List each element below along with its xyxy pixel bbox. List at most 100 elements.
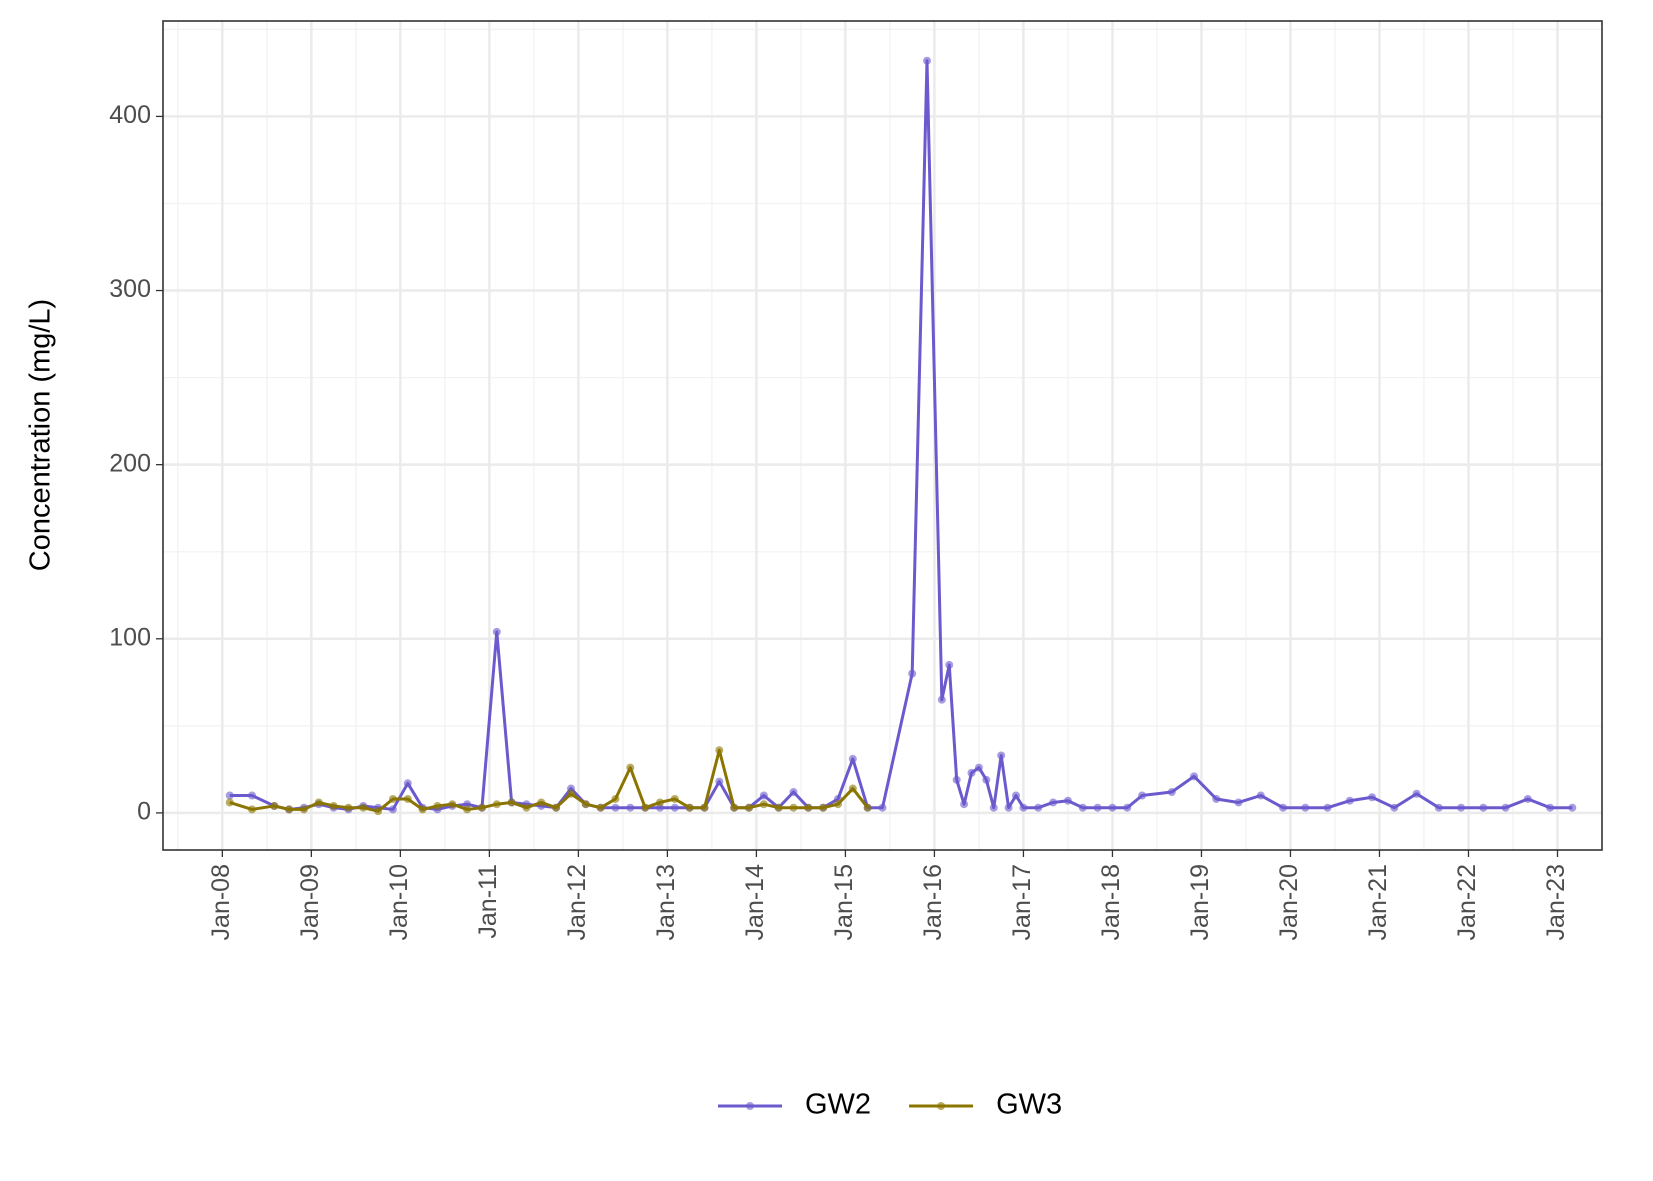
y-axis-title: Concentration (mg/L) [25, 299, 57, 571]
data-point [789, 803, 798, 812]
data-point [299, 805, 308, 814]
data-point [344, 803, 353, 812]
data-point [1390, 803, 1399, 812]
data-point [1256, 791, 1265, 800]
data-point [626, 803, 635, 812]
data-point [248, 791, 257, 800]
data-point [774, 803, 783, 812]
data-point [960, 800, 969, 809]
data-point [492, 627, 501, 636]
legend-swatch-point [746, 1102, 754, 1110]
y-tick-label: 300 [109, 275, 151, 303]
data-point [967, 768, 976, 777]
data-point [989, 803, 998, 812]
data-point [1012, 791, 1021, 800]
data-point [581, 800, 590, 809]
data-point [626, 763, 635, 772]
data-point [522, 803, 531, 812]
data-point [848, 754, 857, 763]
data-point [1434, 803, 1443, 812]
x-tick-label: Jan-19 [1186, 864, 1214, 940]
data-point [225, 791, 234, 800]
data-point [670, 803, 679, 812]
data-point [1034, 803, 1043, 812]
data-point [744, 803, 753, 812]
data-point [611, 803, 620, 812]
data-point [552, 803, 561, 812]
data-point [388, 794, 397, 803]
data-point [1457, 803, 1466, 812]
data-point [908, 669, 917, 678]
data-point [1212, 794, 1221, 803]
grid [163, 21, 1602, 850]
data-point [1479, 803, 1488, 812]
data-point [1546, 803, 1555, 812]
data-point [1323, 803, 1332, 812]
data-point [596, 803, 605, 812]
data-point [982, 775, 991, 784]
data-point [655, 798, 664, 807]
data-point [1501, 803, 1510, 812]
data-point [388, 805, 397, 814]
x-tick-label: Jan-20 [1275, 864, 1303, 940]
x-tick-label: Jan-15 [830, 864, 858, 940]
data-point [1049, 798, 1058, 807]
data-point [1078, 803, 1087, 812]
x-tick-label: Jan-23 [1542, 864, 1570, 940]
data-point [1190, 772, 1199, 781]
x-tick-label: Jan-13 [652, 864, 680, 940]
data-point [1568, 803, 1577, 812]
data-point [403, 794, 412, 803]
data-point [759, 800, 768, 809]
y-tick-label: 400 [109, 101, 151, 129]
data-point [937, 695, 946, 704]
data-point [403, 779, 412, 788]
x-tick-label: Jan-08 [207, 864, 235, 940]
x-tick-label: Jan-09 [296, 864, 324, 940]
data-point [537, 798, 546, 807]
data-point [1523, 794, 1532, 803]
legend-swatch-point [937, 1102, 946, 1110]
data-point [997, 751, 1006, 760]
data-point [248, 805, 257, 814]
y-tick-label: 100 [109, 623, 151, 651]
data-point [463, 805, 472, 814]
data-point [507, 798, 516, 807]
data-point [715, 746, 724, 755]
data-point [1412, 789, 1421, 798]
x-tick-label: Jan-14 [741, 864, 769, 941]
data-point [1093, 803, 1102, 812]
data-point [945, 660, 954, 669]
data-point [314, 798, 323, 807]
data-point [700, 803, 709, 812]
data-point [270, 801, 279, 810]
data-point [863, 803, 872, 812]
x-tick-label: Jan-16 [919, 864, 947, 940]
data-point [878, 803, 887, 812]
data-point [1123, 803, 1132, 812]
data-point [923, 56, 932, 65]
data-point [789, 788, 798, 797]
legend-item: GW2 [718, 1089, 871, 1121]
data-point [492, 800, 501, 809]
plot-border [162, 20, 1603, 851]
data-point [433, 801, 442, 810]
y-tick-label: 200 [109, 449, 151, 477]
data-point [566, 789, 575, 798]
data-point [1167, 788, 1176, 797]
data-point [833, 800, 842, 809]
data-point [374, 807, 383, 816]
data-point [359, 803, 368, 812]
data-point [974, 763, 983, 772]
x-tick-label: Jan-21 [1364, 864, 1392, 940]
data-point [1019, 803, 1028, 812]
data-point [730, 803, 739, 812]
x-tick-label: Jan-10 [385, 864, 413, 940]
data-point [477, 803, 486, 812]
data-point [1345, 796, 1354, 805]
data-point [641, 803, 650, 812]
data-point [1063, 796, 1072, 805]
x-tick-label: Jan-22 [1453, 864, 1481, 940]
